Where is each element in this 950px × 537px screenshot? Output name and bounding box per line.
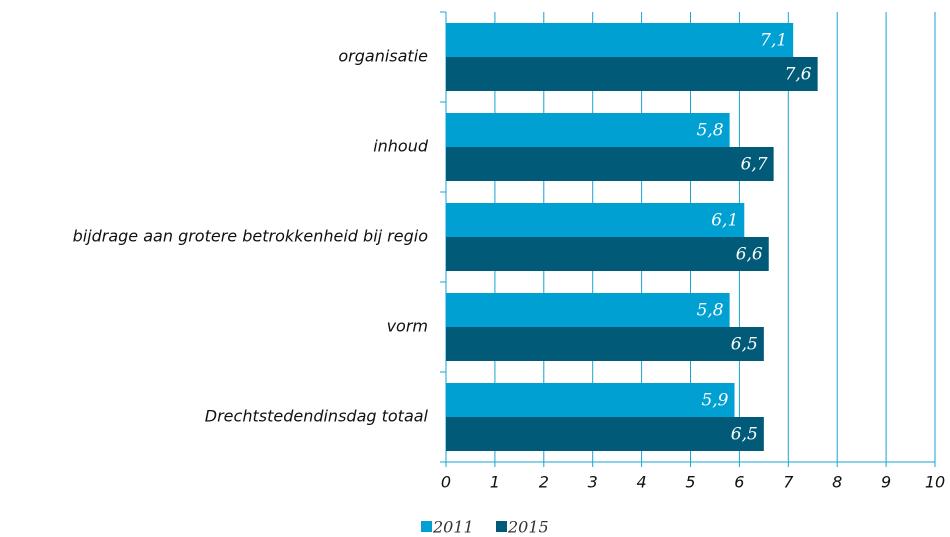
bar [446, 417, 764, 451]
bar [446, 147, 774, 181]
x-tick-label: 6 [734, 473, 744, 492]
bar [446, 23, 794, 57]
legend-swatch [421, 521, 432, 532]
x-tick-label: 9 [881, 473, 891, 492]
value-label: 7,1 [760, 31, 787, 51]
legend-label: 2015 [507, 518, 549, 537]
value-label: 5,8 [697, 121, 724, 141]
bar [446, 237, 769, 271]
value-label: 5,9 [701, 391, 728, 411]
y-tick-label: organisatie [338, 47, 428, 66]
bar [446, 383, 735, 417]
value-label: 6,5 [731, 425, 758, 445]
bar [446, 203, 745, 237]
legend-swatch [496, 521, 507, 532]
bar [446, 327, 764, 361]
bar [446, 57, 818, 91]
x-tick-label: 1 [490, 473, 500, 492]
x-tick-label: 3 [588, 473, 598, 492]
y-tick-label: Drechtstedendinsdag totaal [205, 407, 429, 426]
value-label: 7,6 [785, 65, 812, 85]
x-tick-label: 8 [832, 473, 842, 492]
value-label: 6,5 [731, 335, 758, 355]
x-tick-label: 10 [925, 473, 945, 492]
legend-label: 2011 [432, 518, 474, 537]
x-tick-label: 5 [685, 473, 695, 492]
bar [446, 113, 730, 147]
x-tick-label: 2 [539, 473, 549, 492]
bar [446, 293, 730, 327]
y-tick-label: vorm [387, 317, 428, 336]
y-tick-label: bijdrage aan grotere betrokkenheid bij r… [73, 227, 429, 246]
value-label: 6,1 [711, 211, 738, 231]
value-label: 6,6 [736, 245, 763, 265]
value-label: 5,8 [697, 301, 724, 321]
x-tick-label: 4 [637, 473, 647, 492]
value-label: 6,7 [741, 155, 768, 175]
x-tick-label: 7 [783, 473, 794, 492]
x-tick-label: 0 [441, 473, 451, 492]
y-tick-label: inhoud [373, 137, 429, 156]
